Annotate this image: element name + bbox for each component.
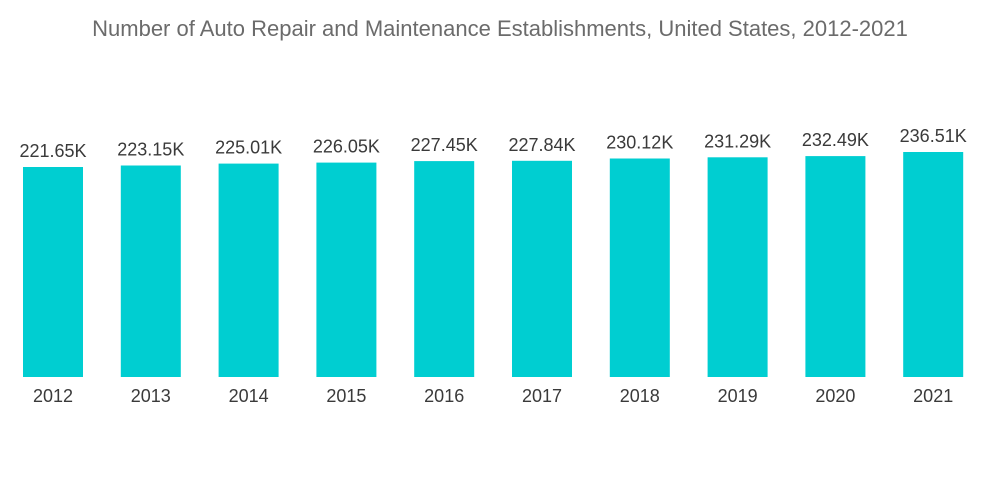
- value-label-2012: 221.65K: [19, 141, 86, 161]
- value-label-2021: 236.51K: [900, 126, 967, 146]
- x-tick-label-2017: 2017: [522, 386, 562, 406]
- value-label-2013: 223.15K: [117, 140, 184, 160]
- value-label-2018: 230.12K: [606, 133, 673, 153]
- value-label-2014: 225.01K: [215, 138, 282, 158]
- x-tick-label-2020: 2020: [815, 386, 855, 406]
- x-tick-label-2013: 2013: [131, 386, 171, 406]
- bar-2015: [316, 162, 377, 377]
- x-tick-label-2015: 2015: [326, 386, 366, 406]
- bar-2020: [805, 156, 866, 377]
- x-tick-label-2014: 2014: [229, 386, 269, 406]
- chart-title: Number of Auto Repair and Maintenance Es…: [92, 16, 908, 41]
- value-labels-layer: 221.65K 223.15K 225.01K 226.05K 227.45K 227.8…: [19, 126, 966, 161]
- bar-2014: [218, 163, 279, 377]
- value-label-2017: 227.84K: [508, 135, 575, 155]
- bars-layer: [23, 152, 964, 377]
- x-axis-tick-labels: 2012 2013 2014 2015 2016 2017 2018 2019 2020 2021: [33, 386, 953, 406]
- value-label-2020: 232.49K: [802, 130, 869, 150]
- x-tick-label-2019: 2019: [718, 386, 758, 406]
- x-tick-label-2018: 2018: [620, 386, 660, 406]
- bar-2012: [23, 167, 83, 377]
- value-label-2016: 227.45K: [411, 135, 478, 155]
- bar-2016: [414, 161, 475, 377]
- value-label-2019: 231.29K: [704, 131, 771, 151]
- bar-2019: [707, 157, 768, 377]
- bar-2017: [512, 160, 572, 377]
- value-label-2015: 226.05K: [313, 137, 380, 157]
- x-tick-label-2012: 2012: [33, 386, 73, 406]
- bar-2021: [903, 152, 964, 377]
- x-tick-label-2016: 2016: [424, 386, 464, 406]
- x-tick-label-2021: 2021: [913, 386, 953, 406]
- bar-2018: [609, 158, 670, 377]
- bar-2013: [120, 165, 181, 377]
